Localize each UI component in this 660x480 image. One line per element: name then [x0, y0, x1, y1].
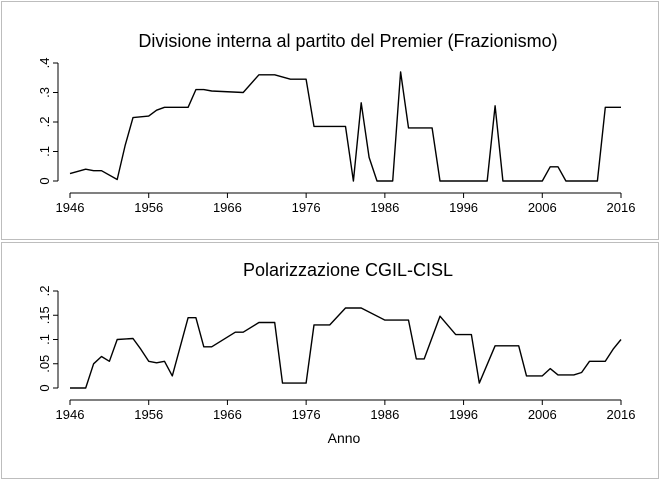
x-tick-label: 1946 — [56, 407, 85, 422]
chart-panel-polarizzazione: Polarizzazione CGIL-CISL Anno 0 .05 .1 .15.… — [37, 260, 635, 446]
panel-top-frame — [1, 1, 659, 240]
y-tick-label: 0 — [37, 384, 52, 391]
x-tick-label: 2016 — [607, 407, 636, 422]
y-tick-label: .15 — [37, 306, 52, 324]
y-tick-label: .3 — [37, 87, 52, 98]
series-line — [70, 307, 622, 389]
chart-title: Polarizzazione CGIL-CISL — [243, 260, 453, 280]
panel-bottom-frame — [1, 242, 659, 479]
x-axis-label: Anno — [328, 430, 361, 446]
x-tick-label: 2016 — [607, 200, 636, 215]
x-tick-label: 1966 — [213, 200, 242, 215]
x-tick-label: 1966 — [213, 407, 242, 422]
x-tick-label: 1976 — [292, 407, 321, 422]
y-tick-label: .2 — [37, 286, 52, 297]
y-tick-label: .2 — [37, 117, 52, 128]
x-tick-label: 1996 — [449, 200, 478, 215]
x-tick-label: 1946 — [56, 200, 85, 215]
x-tick-label: 1956 — [134, 200, 163, 215]
y-tick-label: .1 — [37, 146, 52, 157]
x-tick-label: 1986 — [370, 407, 399, 422]
series-line — [69, 71, 621, 182]
x-tick-label: 2006 — [528, 200, 557, 215]
y-tick-label: 0 — [37, 177, 52, 184]
y-tick-label: .05 — [37, 355, 52, 373]
y-tick-label: .1 — [37, 334, 52, 345]
x-tick-label: 1956 — [134, 407, 163, 422]
x-tick-label: 1996 — [449, 407, 478, 422]
chart-panel-frazionismo: Divisione interna al partito del Premier… — [37, 31, 635, 215]
y-tick-label: .4 — [37, 58, 52, 69]
x-tick-label: 2006 — [528, 407, 557, 422]
x-tick-label: 1986 — [370, 200, 399, 215]
chart-title: Divisione interna al partito del Premier… — [138, 31, 557, 51]
x-tick-label: 1976 — [292, 200, 321, 215]
